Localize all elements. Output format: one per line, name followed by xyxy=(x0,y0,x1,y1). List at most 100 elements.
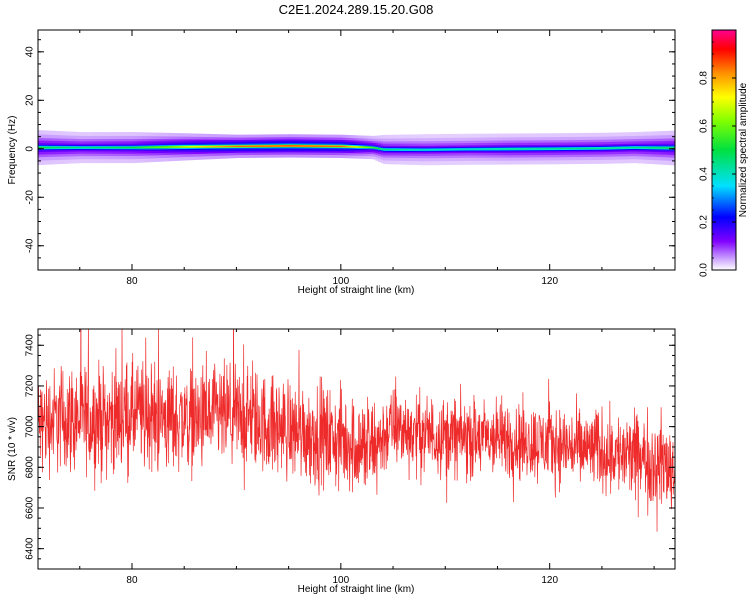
spectrogram-cell xyxy=(563,148,567,150)
spectrogram-cell xyxy=(285,145,289,147)
snr-ytick-label: 7200 xyxy=(25,374,36,397)
spectrogram-cell xyxy=(328,145,332,147)
spectrogram-cell xyxy=(338,145,342,147)
spectrogram-cell xyxy=(543,148,547,150)
spectrogram-cell xyxy=(233,145,237,147)
spectrogram-cell xyxy=(648,147,652,149)
spectrogram-cell xyxy=(190,146,194,148)
spectrogram-cell xyxy=(205,146,209,148)
spectrogram-cell xyxy=(203,146,207,148)
spectrogram-cell xyxy=(613,147,617,149)
spectrogram-cell xyxy=(633,146,637,149)
spectrogram-cell xyxy=(220,145,224,148)
spectrogram-cell xyxy=(393,148,397,151)
spectrogram-cell xyxy=(55,146,59,149)
spectrogram-cell xyxy=(188,146,192,148)
spectrogram-cell xyxy=(108,146,112,149)
spectrogram-cell xyxy=(225,145,229,148)
colorbar-tick-label: 0.8 xyxy=(699,71,710,85)
spectrogram-xtick-label: 80 xyxy=(126,276,138,287)
spectrogram-cell xyxy=(665,147,669,149)
spectrogram-cell xyxy=(333,145,337,147)
spectrogram-cell xyxy=(140,146,144,149)
spectrogram-cell xyxy=(180,146,184,148)
spectrogram-cell xyxy=(440,148,444,151)
spectrogram-cell xyxy=(300,145,304,147)
spectrogram-cell xyxy=(658,147,662,149)
spectrogram-cell xyxy=(125,146,129,149)
spectrogram-cell xyxy=(528,148,532,150)
spectrogram-cell xyxy=(405,149,409,151)
colorbar-tick-label: 0.6 xyxy=(699,119,710,133)
snr-xtick-label: 100 xyxy=(332,575,349,586)
spectrogram-cell xyxy=(410,149,414,151)
spectrogram-cell xyxy=(585,147,589,150)
spectrogram-frame xyxy=(37,29,676,271)
spectrogram-cell xyxy=(138,146,142,149)
spectrogram-cell xyxy=(100,146,104,149)
spectrogram-cell xyxy=(158,146,162,148)
spectrogram-cell xyxy=(408,149,412,151)
spectrogram-cell xyxy=(293,145,297,147)
spectrogram-cell xyxy=(70,146,74,149)
spectrogram-cell xyxy=(195,146,199,148)
spectrogram-cell xyxy=(98,146,102,149)
spectrogram-cell xyxy=(463,148,467,150)
spectrogram-cell xyxy=(653,147,657,149)
spectrogram-cell xyxy=(595,147,599,149)
spectrogram-cell xyxy=(230,145,234,148)
spectrogram-cell xyxy=(95,146,99,149)
spectrogram-cell xyxy=(273,145,277,147)
spectrogram-cell xyxy=(413,149,417,151)
spectrogram-cell xyxy=(263,145,267,147)
spectrogram-cell xyxy=(550,148,554,150)
spectrogram-cell xyxy=(303,145,307,147)
spectrogram-cell xyxy=(383,148,387,151)
spectrogram-cell xyxy=(615,147,619,149)
spectrogram-cell xyxy=(43,146,47,149)
spectrogram-cell xyxy=(350,146,354,148)
colorbar-tick-label: 0.0 xyxy=(699,263,710,277)
spectrogram-cell xyxy=(555,148,559,150)
spectrogram-cell xyxy=(88,146,92,149)
figure-title: C2E1.2024.289.15.20.G08 xyxy=(279,2,434,17)
spectrogram-cell xyxy=(493,148,497,150)
spectrogram-cell xyxy=(73,146,77,149)
spectrogram-ytick-label: -20 xyxy=(25,190,36,205)
spectrogram-cell xyxy=(645,147,649,149)
spectrogram-cell xyxy=(483,148,487,150)
spectrogram-cell xyxy=(495,148,499,150)
spectrogram-cell xyxy=(50,146,54,149)
spectrogram-cell xyxy=(345,145,349,148)
colorbar-gradient xyxy=(711,29,737,271)
spectrogram-cell xyxy=(425,149,429,151)
spectrogram-cell xyxy=(243,145,247,147)
snr-panel: 80 100 120 6400 6600 6800 7000 7200 7400 Height … xyxy=(7,328,676,595)
colorbar-ticks: 0.0 0.2 0.4 0.6 0.8 xyxy=(699,41,736,277)
spectrogram-cell xyxy=(248,145,252,147)
spectrogram-cell xyxy=(370,146,374,149)
spectrogram-cell xyxy=(85,146,89,149)
spectrogram-cell xyxy=(450,148,454,151)
spectrogram-cell xyxy=(363,146,367,148)
spectrogram-cell xyxy=(340,145,344,147)
colorbar: 0.0 0.2 0.4 0.6 0.8 Normalized spectral ampl… xyxy=(699,29,749,277)
spectrogram-cell xyxy=(650,147,654,149)
spectrogram-cell xyxy=(135,146,139,149)
spectrogram-cell xyxy=(590,147,594,150)
snr-frame xyxy=(37,328,676,570)
spectrogram-cell xyxy=(500,148,504,150)
spectrogram-cell xyxy=(530,148,534,150)
spectrogram-cell xyxy=(115,146,119,149)
spectrogram-cell xyxy=(558,148,562,150)
spectrogram-cell xyxy=(468,148,472,150)
spectrogram-cell xyxy=(165,146,169,148)
spectrogram-cell xyxy=(505,148,509,150)
spectrogram-cell xyxy=(523,148,527,150)
spectrogram-cell xyxy=(565,148,569,150)
spectrogram-cell xyxy=(498,148,502,150)
snr-ytick-label: 7400 xyxy=(25,334,36,357)
spectrogram-cell xyxy=(465,148,469,150)
spectrogram-cell xyxy=(348,146,352,148)
spectrogram-cell xyxy=(378,148,382,150)
